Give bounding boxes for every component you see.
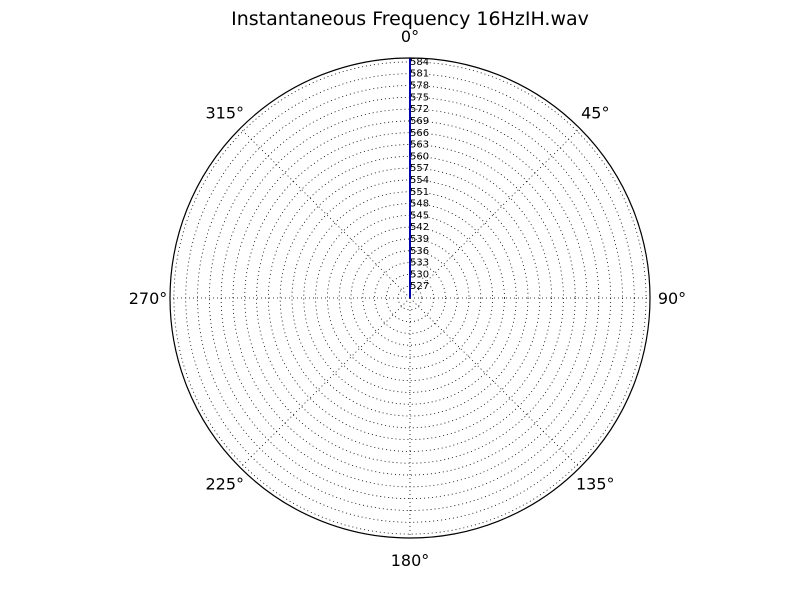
- radial-tick-label: 566: [410, 128, 429, 139]
- radial-grid-ring: [256, 144, 564, 452]
- radial-grid-ring: [279, 167, 541, 429]
- angle-tick-label: 90°: [658, 289, 686, 308]
- angle-tick-label: 315°: [205, 104, 244, 123]
- angular-grid-line: [409, 128, 580, 299]
- angle-labels: 0° 45° 90° 135° 180° 225° 270° 315°: [129, 27, 686, 570]
- radial-grid-ring: [350, 238, 470, 358]
- radial-grid-ring: [385, 273, 435, 323]
- radial-tick-label: 563: [410, 140, 429, 151]
- radial-tick-labels: 5275305335365395425455485515545575605635…: [410, 57, 429, 292]
- radial-tick-label: 545: [410, 210, 429, 221]
- radial-tick-label: 542: [410, 222, 429, 233]
- radial-grid-ring: [232, 120, 588, 476]
- radial-tick-label: 560: [410, 151, 429, 162]
- angle-tick-label: 225°: [205, 474, 244, 493]
- radial-tick-label: 554: [410, 175, 429, 186]
- radial-grid-ring: [362, 250, 458, 346]
- radial-tick-label: 548: [410, 199, 429, 210]
- angle-tick-label: 270°: [129, 289, 168, 308]
- angular-grid-line: [240, 297, 411, 468]
- radial-tick-label: 533: [410, 258, 429, 269]
- radial-tick-label: 536: [410, 246, 429, 257]
- angle-tick-label: 180°: [391, 551, 430, 570]
- polar-frame: [169, 57, 651, 539]
- radial-grid-ring: [397, 285, 423, 311]
- radial-tick-label: 539: [410, 234, 429, 245]
- radial-tick-label: 530: [410, 269, 429, 280]
- angle-tick-label: 135°: [576, 474, 615, 493]
- radial-tick-label: 578: [410, 81, 429, 92]
- radial-tick-label: 575: [410, 92, 429, 103]
- radial-grid-ring: [291, 179, 529, 417]
- angular-grid-line: [240, 128, 411, 299]
- radial-grid-ring: [338, 226, 482, 370]
- radial-tick-label: 569: [410, 116, 429, 127]
- chart-title: Instantaneous Frequency 16HzIH.wav: [231, 8, 589, 30]
- radial-tick-label: 572: [410, 104, 429, 115]
- angle-tick-label: 0°: [401, 27, 419, 46]
- angular-grid-line: [409, 297, 580, 468]
- radial-grid-ring: [244, 132, 576, 464]
- radial-tick-label: 551: [410, 187, 429, 198]
- radial-tick-label: 581: [410, 69, 429, 80]
- radial-tick-label: 527: [410, 281, 429, 292]
- radial-grid-ring: [374, 262, 446, 334]
- radial-grid-ring: [267, 155, 553, 441]
- radial-tick-label: 557: [410, 163, 429, 174]
- angle-tick-label: 45°: [581, 104, 609, 123]
- radial-tick-label: 584: [410, 57, 429, 68]
